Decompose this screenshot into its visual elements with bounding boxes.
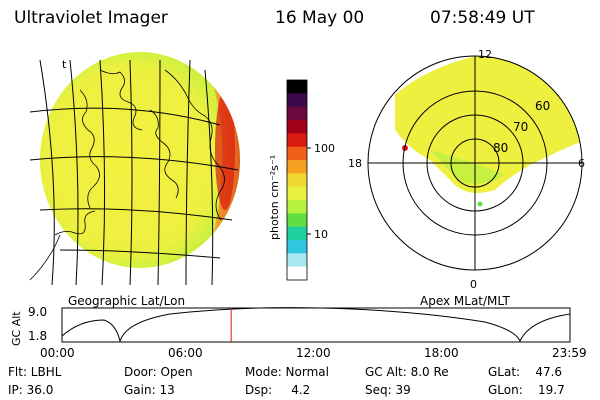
- status-ip: IP: 36.0: [8, 383, 54, 397]
- alt-tick-1-8: 1.8: [28, 329, 47, 343]
- graticule-parallels: [29, 107, 239, 259]
- time-label: 07:58:49 UT: [430, 8, 535, 28]
- status-dsp: Dsp: 4.2: [245, 383, 311, 397]
- polar-panel: 12 18 6 0 60 70 80: [348, 48, 585, 291]
- colorbar-unit-label: photon cm⁻²s⁻¹: [268, 155, 281, 240]
- earth-corner-mark: t: [62, 58, 67, 71]
- coastlines: [29, 69, 225, 281]
- mlt-label-6: 6: [578, 157, 585, 170]
- colorbar-stripe: [287, 146, 307, 161]
- colorbar-stripe: [287, 226, 307, 241]
- time-tick-2359: 23:59: [552, 346, 587, 360]
- time-tick-1200: 12:00: [296, 346, 331, 360]
- colorbar-tick-100: 100: [314, 142, 335, 155]
- colorbar-stripes: [287, 80, 307, 281]
- mlt-label-12: 12: [478, 48, 492, 61]
- colorbar-stripe: [287, 213, 307, 228]
- time-tick-0000: 00:00: [40, 346, 75, 360]
- colorbar-stripe: [287, 93, 307, 108]
- status-glat: GLat: 47.6: [488, 365, 563, 379]
- lat-label-70: 70: [513, 120, 528, 134]
- colorbar-stripe: [287, 106, 307, 121]
- date-label: 16 May 00: [275, 8, 365, 28]
- altitude-curve: [61, 307, 571, 343]
- limb-bright-band: [215, 90, 235, 210]
- auroral-hotspot: [402, 145, 408, 151]
- alt-tick-9: 9.0: [28, 305, 47, 319]
- earth-disk: [40, 52, 240, 268]
- graticule-meridians: [39, 59, 214, 286]
- colorbar-stripe: [287, 80, 307, 94]
- colorbar-stripe: [287, 240, 307, 254]
- status-seq: Seq: 39: [365, 383, 411, 397]
- colorbar: 100 10 photon cm⁻²s⁻¹: [268, 79, 335, 281]
- colorbar-stripe: [287, 186, 307, 201]
- colorbar-stripe: [287, 266, 307, 281]
- status-gain: Gain: 13: [124, 383, 175, 397]
- status-door: Door: Open: [124, 365, 193, 379]
- instrument-title: Ultraviolet Imager: [14, 8, 168, 28]
- auroral-blob: [477, 201, 483, 207]
- status-glon: GLon: 19.7: [488, 383, 565, 397]
- mlt-label-18: 18: [348, 157, 362, 170]
- status-mode: Mode: Normal: [245, 365, 329, 379]
- earth-disk-panel: t: [29, 52, 240, 286]
- alt-ylabel: GC Alt: [10, 311, 23, 346]
- colorbar-frame: [286, 79, 308, 281]
- lat-label-60: 60: [535, 99, 550, 113]
- lat-label-80: 80: [493, 141, 508, 155]
- colorbar-stripe: [287, 173, 307, 188]
- status-gc-alt: GC Alt: 8.0 Re: [365, 365, 449, 379]
- colorbar-stripe: [287, 160, 307, 174]
- colorbar-tick-10: 10: [314, 228, 328, 241]
- altitude-plot: 9.0 1.8 GC Alt: [10, 305, 571, 346]
- earth-panel-label: Geographic Lat/Lon: [68, 294, 186, 308]
- mlt-label-0: 0: [470, 278, 477, 291]
- colorbar-stripe: [287, 253, 307, 268]
- polar-panel-label: Apex MLat/MLT: [420, 294, 510, 308]
- time-tick-1800: 18:00: [424, 346, 459, 360]
- colorbar-stripe: [287, 200, 307, 214]
- colorbar-stripe: [287, 133, 307, 148]
- time-tick-0600: 06:00: [168, 346, 203, 360]
- status-filter: Flt: LBHL: [8, 365, 62, 379]
- auroral-oval-inner: [430, 150, 505, 184]
- colorbar-stripe: [287, 120, 307, 134]
